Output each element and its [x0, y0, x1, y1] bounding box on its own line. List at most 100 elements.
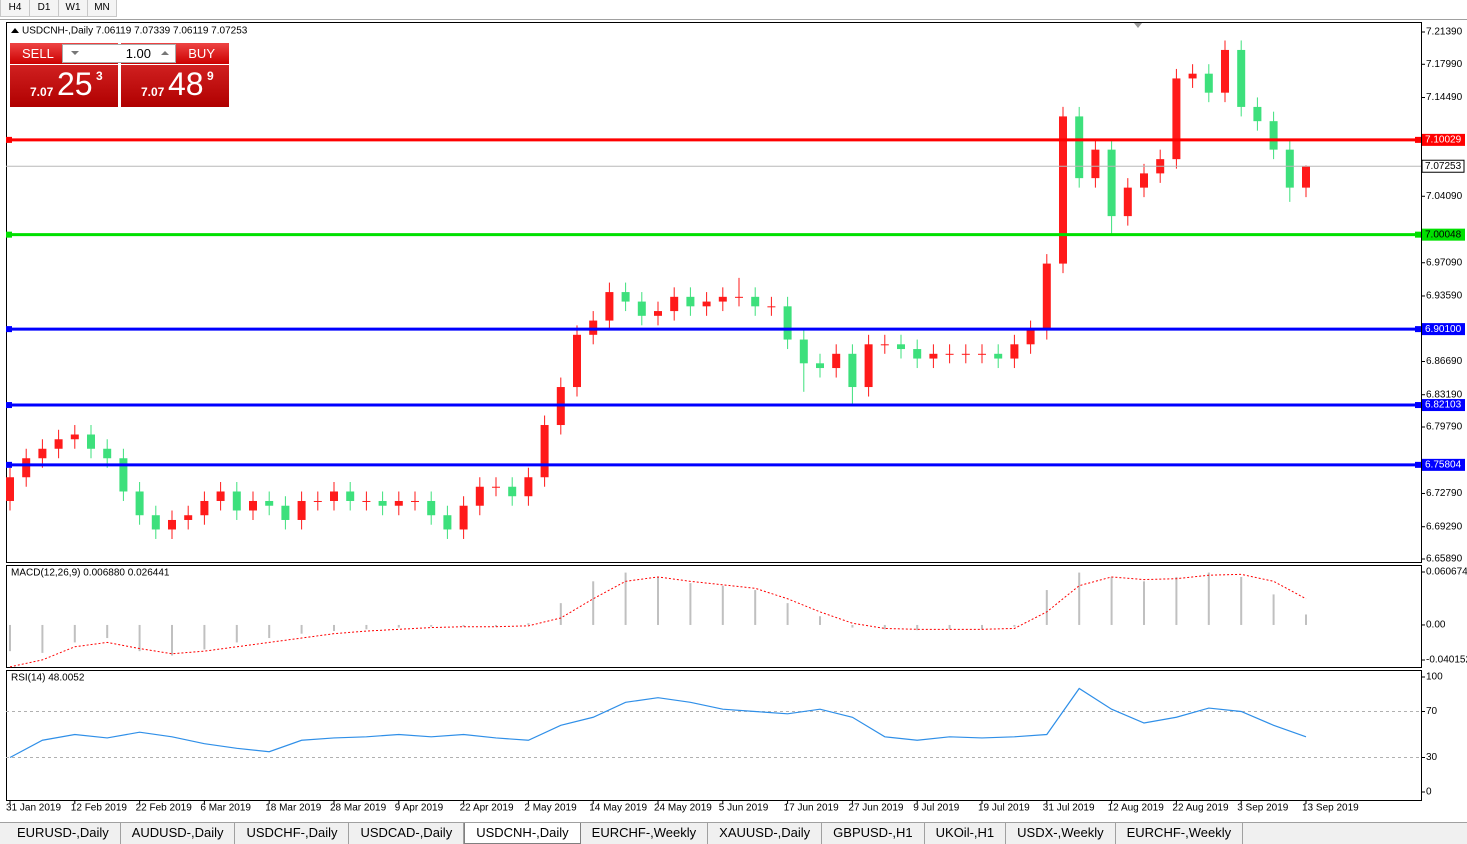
candle-body — [1302, 166, 1310, 188]
candle-body — [394, 500, 403, 506]
candle-body — [751, 296, 760, 307]
candle-body — [540, 425, 549, 478]
candle-body — [767, 306, 776, 308]
candle-body — [281, 505, 290, 520]
price-point: 3 — [96, 69, 103, 83]
rsi-line — [9, 687, 1307, 759]
candle-body — [978, 353, 986, 355]
y-tick-label: 7.17990 — [1426, 59, 1463, 70]
price-chart-title: USDCNH-,Daily 7.06119 7.07339 7.06119 7.… — [22, 26, 248, 37]
x-tick-label: 14 May 2019 — [589, 803, 647, 814]
timeframe-button[interactable]: D1 — [29, 0, 59, 17]
x-tick-label: 3 Sep 2019 — [1237, 803, 1289, 814]
candle-body — [1059, 116, 1067, 264]
level-handle — [6, 402, 12, 409]
x-tick-label: 27 Jun 2019 — [848, 803, 903, 814]
level-handle — [1415, 231, 1421, 238]
candle-body — [1026, 330, 1035, 345]
candle-body — [475, 486, 484, 506]
y-tick-label: 6.97090 — [1426, 257, 1463, 268]
candle-body — [718, 296, 727, 302]
level-handle — [6, 461, 12, 468]
candle-body — [1140, 173, 1148, 188]
level-tag-bg — [1422, 458, 1465, 471]
bid-price[interactable]: 7.07 25 3 — [10, 65, 118, 107]
candle-body — [702, 301, 711, 307]
candle-body — [961, 353, 970, 355]
x-tick-label: 6 Mar 2019 — [200, 803, 251, 814]
y-tick-label: 6.69290 — [1426, 521, 1463, 532]
chart-tab[interactable]: XAUUSD-,Daily — [708, 823, 823, 844]
chart-tab[interactable]: UKOil-,H1 — [925, 823, 1007, 844]
x-tick-label: 22 Apr 2019 — [460, 803, 514, 814]
x-tick-label: 31 Jul 2019 — [1043, 803, 1095, 814]
lot-input[interactable]: 1.00 — [62, 44, 176, 63]
level-handle — [6, 231, 12, 238]
x-tick-label: 19 Jul 2019 — [978, 803, 1030, 814]
candle-body — [330, 491, 338, 501]
candle-body — [686, 296, 695, 307]
level-tag-bg — [1422, 399, 1465, 412]
candle-body — [637, 301, 646, 316]
y-tick-label: 6.65890 — [1426, 554, 1463, 565]
chart-tab[interactable]: EURUSD-,Daily — [6, 823, 121, 844]
candle-body — [119, 458, 128, 492]
y-tick-label: 7.21390 — [1426, 27, 1463, 38]
y-tick-label: 6.83190 — [1426, 389, 1463, 400]
chart-tab[interactable]: AUDUSD-,Daily — [121, 823, 236, 844]
candle-body — [1091, 149, 1100, 179]
candle-body — [913, 349, 922, 359]
candle-body — [880, 344, 889, 346]
price-pips: 48 — [168, 66, 204, 102]
candle-body — [135, 491, 144, 516]
x-tick-label: 24 May 2019 — [654, 803, 712, 814]
candle-body — [621, 292, 630, 302]
candle-body — [1010, 344, 1019, 359]
candle-body — [265, 500, 274, 506]
candle-body — [1253, 106, 1262, 122]
candle-body — [1269, 121, 1278, 150]
timeframe-button[interactable]: H4 — [0, 0, 30, 17]
level-tag-bg — [1422, 228, 1465, 241]
price-point: 9 — [207, 69, 214, 83]
chart-tab[interactable]: USDCHF-,Daily — [235, 823, 350, 844]
y-tick-label: 6.79790 — [1426, 422, 1463, 433]
last-price-tag: 7.07253 — [1425, 161, 1462, 172]
candle-body — [897, 344, 905, 350]
candle-body — [103, 448, 112, 459]
chart-tab[interactable]: EURCHF-,Weekly — [1116, 823, 1244, 844]
candle-body — [799, 339, 808, 364]
candle-body — [783, 306, 792, 340]
ask-price[interactable]: 7.07 48 9 — [121, 65, 229, 107]
chart-tab[interactable]: USDX-,Weekly — [1006, 823, 1116, 844]
level-tag: 6.90100 — [1425, 324, 1462, 335]
chart-tab[interactable]: USDCAD-,Daily — [349, 823, 465, 844]
chart-tab[interactable]: GBPUSD-,H1 — [822, 823, 925, 844]
x-tick-label: 12 Aug 2019 — [1108, 803, 1165, 814]
candle-body — [832, 353, 841, 369]
timeframe-toolbar: H4 D1 W1 MN — [0, 0, 117, 18]
level-tag-bg — [1422, 133, 1465, 146]
y-tick-label: 7.14490 — [1426, 92, 1463, 103]
level-tag: 6.75804 — [1425, 460, 1462, 471]
y-tick-label: 6.93590 — [1426, 291, 1463, 302]
y-tick-label: 0.00 — [1426, 620, 1446, 631]
candle-body — [864, 344, 873, 388]
level-tag: 7.10029 — [1425, 135, 1462, 146]
timeframe-button[interactable]: MN — [87, 0, 117, 17]
chart-tab[interactable]: USDCNH-,Daily — [464, 823, 581, 844]
price-prefix: 7.07 — [141, 85, 165, 99]
macd-title: MACD(12,26,9) 0.006880 0.026441 — [11, 568, 170, 579]
shift-marker — [1134, 23, 1142, 28]
x-tick-label: 31 Jan 2019 — [6, 803, 61, 814]
one-click-trading: SELL BUY 1.00 7.07 25 3 7.07 48 9 — [10, 43, 230, 107]
candle-body — [249, 500, 257, 511]
candle-body — [508, 486, 517, 497]
candle-body — [151, 515, 160, 530]
chart-tab[interactable]: EURCHF-,Weekly — [581, 823, 709, 844]
candle-body — [1107, 149, 1116, 217]
timeframe-button[interactable]: W1 — [58, 0, 88, 17]
candle-body — [87, 434, 95, 449]
